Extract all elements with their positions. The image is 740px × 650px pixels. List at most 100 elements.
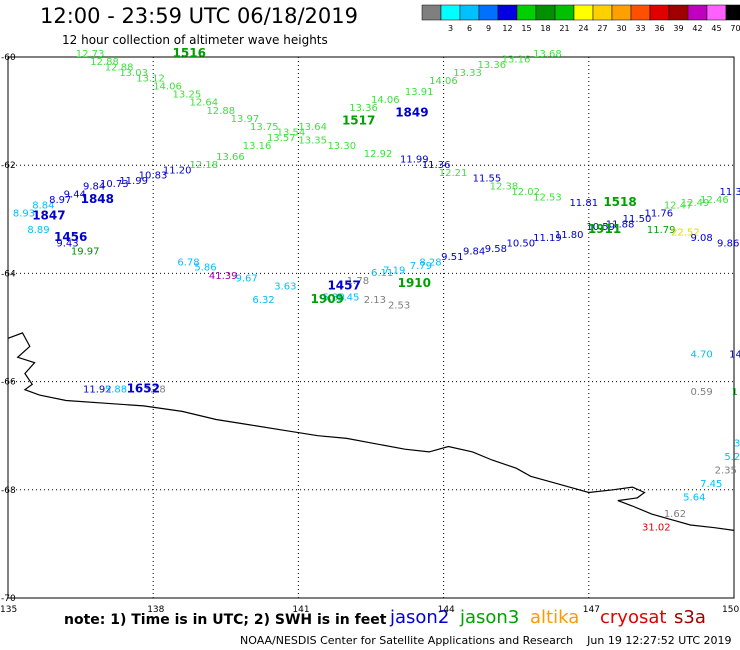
wave-height-label: 9.44 bbox=[64, 190, 86, 201]
wave-height-label: 22.52 bbox=[671, 228, 700, 239]
wave-height-label: 5.88 bbox=[105, 384, 127, 395]
legend-swatch bbox=[706, 4, 727, 21]
wave-height-label: 8.93 bbox=[13, 209, 35, 220]
wave-height-label: 7.19 bbox=[383, 265, 405, 276]
wave-height-label: 5.64 bbox=[683, 493, 705, 504]
legend-tick-label: 39 bbox=[673, 24, 683, 33]
lon-tick-label: 138 bbox=[147, 605, 164, 615]
credit-line: NOAA/NESDIS Center for Satellite Applica… bbox=[240, 634, 732, 647]
legend-tick-label: 15 bbox=[521, 24, 531, 33]
wave-height-label: 11.50 bbox=[623, 214, 652, 225]
wave-height-label: 11.19 bbox=[533, 233, 562, 244]
wave-height-label: 11.20 bbox=[163, 165, 192, 176]
credit-text: NOAA/NESDIS Center for Satellite Applica… bbox=[240, 634, 574, 647]
wave-height-label: 9.51 bbox=[441, 252, 463, 263]
wave-height-label: 13.12 bbox=[136, 73, 165, 84]
pass-time-label: 1517 bbox=[342, 114, 375, 128]
wave-height-label: 9.08 bbox=[690, 233, 712, 244]
lon-tick-label: 135 bbox=[0, 605, 17, 615]
wave-height-label: 7.45 bbox=[700, 479, 722, 490]
legend-tick-label: 12 bbox=[502, 24, 512, 33]
wave-height-label: 1.78 bbox=[347, 276, 369, 287]
lat-tick-label: -68 bbox=[1, 486, 16, 496]
wave-height-label: 12.47 bbox=[664, 200, 693, 211]
satellite-s3a: s3a bbox=[674, 607, 706, 628]
wave-height-label: 5.30 bbox=[323, 292, 345, 303]
wave-height-label: 6.32 bbox=[252, 295, 274, 306]
wave-height-label: 11.99 bbox=[400, 154, 429, 165]
coastline bbox=[7, 332, 735, 531]
lat-tick-label: -60 bbox=[1, 53, 16, 63]
wave-height-label: 5.86 bbox=[194, 263, 216, 274]
wave-height-label: 12.73 bbox=[76, 49, 105, 60]
wave-height-label: 12.88 bbox=[206, 106, 235, 117]
pass-time-label: 1456 bbox=[54, 230, 87, 244]
wave-height-label: 14 bbox=[729, 349, 740, 360]
legend-swatch bbox=[554, 4, 575, 21]
wave-height-label: 13.03 bbox=[119, 68, 148, 79]
legend-swatch bbox=[421, 4, 442, 21]
satellite-jason3: jason3 bbox=[460, 607, 520, 628]
wave-height-label: 12.38 bbox=[490, 182, 519, 193]
legend-swatch bbox=[440, 4, 461, 21]
wave-height-label: 0.59 bbox=[690, 387, 712, 398]
legend-tick-label: 36 bbox=[654, 24, 664, 33]
wave-height-label: 13.36 bbox=[477, 60, 506, 71]
legend-swatch bbox=[592, 4, 613, 21]
wave-height-label: 13.33 bbox=[453, 68, 482, 79]
legend-swatch bbox=[459, 4, 480, 21]
wave-height-label: 13.25 bbox=[173, 90, 202, 101]
wave-height-label: 11.80 bbox=[555, 230, 584, 241]
pass-time-label: 1911 bbox=[588, 222, 621, 236]
legend-swatch bbox=[668, 4, 689, 21]
legend-swatch bbox=[649, 4, 670, 21]
pass-time-label: 1848 bbox=[81, 192, 114, 206]
legend-swatch bbox=[573, 4, 594, 21]
wave-height-label: 3.63 bbox=[274, 282, 296, 293]
wave-height-label: 4.70 bbox=[690, 349, 712, 360]
wave-height-label: 12.88 bbox=[105, 63, 134, 74]
legend-tick-label: 18 bbox=[540, 24, 550, 33]
axis-labels: 135 138 141 144 147 150-60-62-64-66-68-70 bbox=[0, 53, 739, 615]
legend-tick-label: 70 bbox=[730, 24, 740, 33]
wave-height-label: 10.83 bbox=[139, 171, 168, 182]
wave-height-label: 14.06 bbox=[371, 95, 400, 106]
lon-tick-label: 147 bbox=[583, 605, 600, 615]
legend-swatch bbox=[516, 4, 537, 21]
wave-height-label: 12.88 bbox=[90, 57, 119, 68]
wave-height-label: 3 bbox=[734, 439, 740, 450]
wave-height-label: 10.73 bbox=[100, 179, 129, 190]
wave-height-label: 11.76 bbox=[644, 209, 673, 220]
wave-height-label: 13.30 bbox=[327, 141, 356, 152]
page-subtitle: 12 hour collection of altimeter wave hei… bbox=[62, 33, 328, 47]
satellite-altika: altika bbox=[530, 607, 580, 628]
wave-height-label: 9.84 bbox=[463, 246, 485, 257]
legend-tick-label: 30 bbox=[616, 24, 626, 33]
wave-height-label: 2.35 bbox=[715, 466, 737, 477]
wave-height-label: 8.84 bbox=[32, 200, 54, 211]
wave-height-label: 9.67 bbox=[235, 274, 257, 285]
wave-height-label: 8.28 bbox=[419, 257, 441, 268]
legend-tick-label: 3 bbox=[448, 24, 453, 33]
lat-tick-label: -64 bbox=[1, 269, 16, 279]
wave-height-label: 9.86 bbox=[717, 238, 739, 249]
legend-swatch bbox=[478, 4, 499, 21]
legend-swatch bbox=[687, 4, 708, 21]
wave-height-label: 11.99 bbox=[119, 176, 148, 187]
wave-height-label: 9.43 bbox=[56, 238, 78, 249]
wave-height-label: 13.16 bbox=[243, 141, 272, 152]
wave-height-label: 12.53 bbox=[533, 192, 562, 203]
wave-height-label: 19.97 bbox=[71, 246, 100, 257]
pass-time-label: 1847 bbox=[32, 208, 65, 222]
map-frame bbox=[7, 56, 735, 599]
legend-tick-label: 42 bbox=[692, 24, 702, 33]
wave-height-label: 11.3 bbox=[719, 187, 740, 198]
lon-tick-label: 141 bbox=[292, 605, 309, 615]
wave-height-label: 11.92 bbox=[83, 384, 112, 395]
wave-height-label: 7.79 bbox=[410, 261, 432, 272]
wave-height-label: 8.97 bbox=[49, 195, 71, 206]
pass-time-label: 1457 bbox=[327, 279, 360, 293]
lat-tick-label: -66 bbox=[1, 378, 16, 388]
